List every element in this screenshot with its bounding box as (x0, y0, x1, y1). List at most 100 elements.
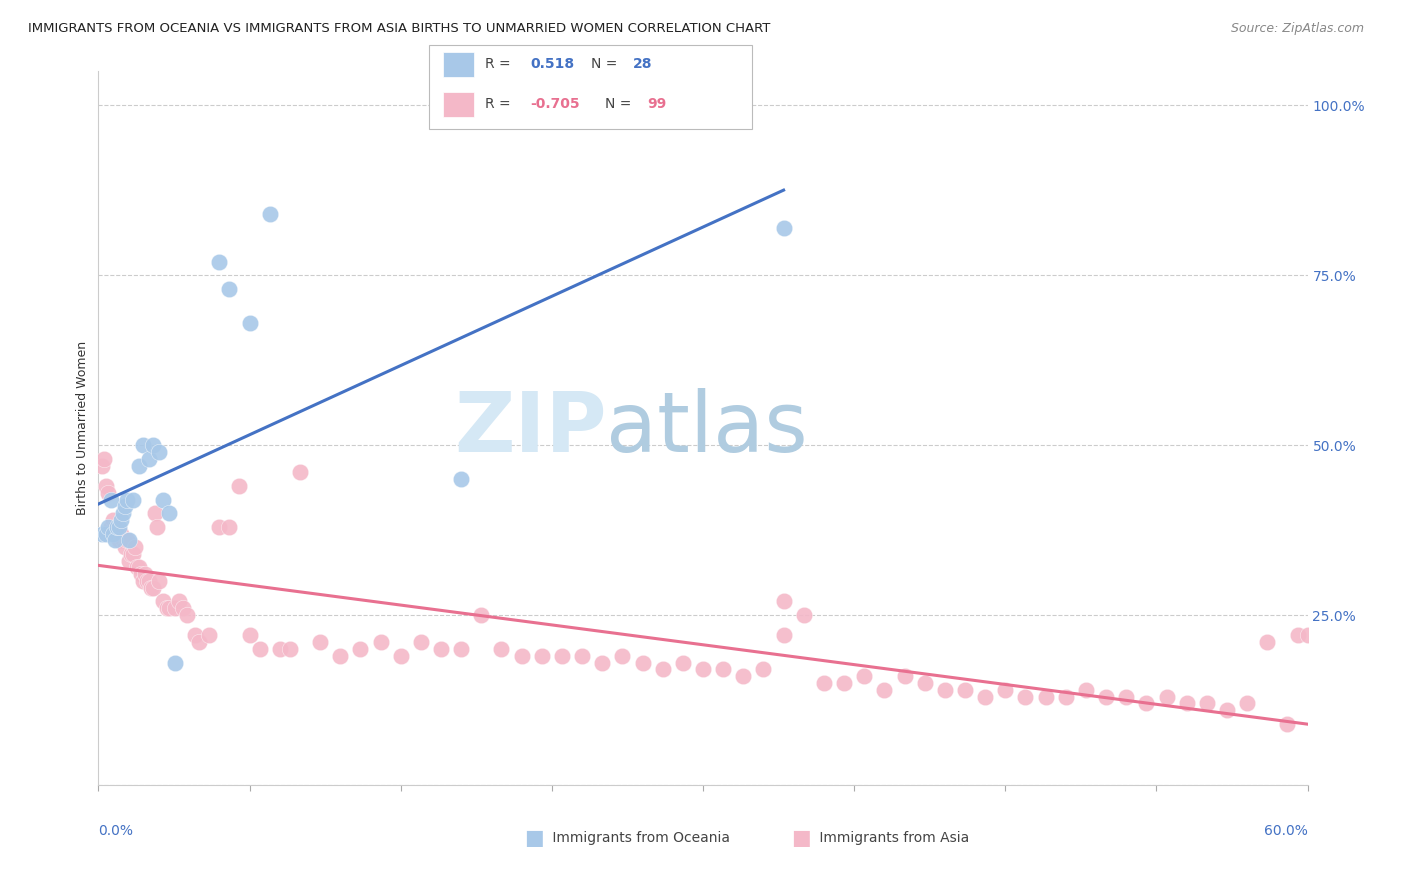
Point (1195, 697, 1218, 711)
Point (934, 682, 956, 697)
Point (114, 540, 136, 554)
Point (914, 676, 936, 690)
Point (184, 628, 207, 642)
Text: Immigrants from Asia: Immigrants from Asia (815, 831, 970, 846)
Point (128, 560, 150, 574)
Point (142, 438, 165, 452)
Point (1035, 690, 1057, 704)
Point (115, 492, 138, 507)
Point (121, 492, 143, 507)
Point (309, 635, 332, 649)
Point (93, 451, 115, 466)
Point (105, 526, 128, 541)
Point (1135, 697, 1157, 711)
Point (107, 519, 129, 533)
Point (228, 479, 250, 493)
Point (1256, 635, 1278, 649)
Point (128, 458, 150, 473)
Point (239, 628, 262, 642)
Point (239, 316, 262, 330)
Point (1014, 690, 1036, 704)
Point (1286, 628, 1309, 642)
Text: IMMIGRANTS FROM OCEANIA VS IMMIGRANTS FROM ASIA BIRTHS TO UNMARRIED WOMEN CORREL: IMMIGRANTS FROM OCEANIA VS IMMIGRANTS FR… (28, 22, 770, 36)
Point (1115, 690, 1137, 704)
Point (692, 662, 714, 676)
Point (974, 690, 997, 704)
Point (157, 506, 180, 520)
Point (105, 519, 128, 533)
Point (138, 574, 160, 588)
Point (121, 547, 143, 561)
Point (142, 581, 165, 595)
Point (772, 594, 794, 608)
Point (329, 648, 352, 663)
Point (132, 438, 155, 452)
Point (143, 506, 166, 520)
Point (114, 500, 136, 514)
Point (198, 628, 221, 642)
Point (491, 642, 513, 657)
Point (450, 472, 472, 486)
Point (97, 485, 120, 500)
Point (1095, 690, 1118, 704)
Point (1054, 690, 1077, 704)
Point (107, 533, 129, 548)
Point (115, 533, 138, 548)
Point (101, 526, 124, 541)
Point (733, 669, 755, 683)
Point (100, 519, 122, 533)
Point (124, 540, 146, 554)
Point (249, 642, 271, 657)
Text: 60.0%: 60.0% (1264, 824, 1308, 838)
Point (288, 466, 311, 480)
Point (110, 526, 132, 541)
Point (832, 676, 855, 690)
Point (470, 608, 492, 623)
Point (551, 648, 574, 663)
Point (129, 567, 152, 582)
Point (1296, 628, 1319, 642)
Point (269, 642, 291, 657)
Text: ZIP: ZIP (454, 388, 606, 468)
Point (176, 608, 198, 623)
Point (1236, 697, 1258, 711)
Point (120, 547, 142, 561)
Point (101, 513, 124, 527)
Point (389, 648, 412, 663)
Point (152, 492, 174, 507)
Point (111, 506, 134, 520)
Point (953, 682, 976, 697)
Point (510, 648, 533, 663)
Text: 0.518: 0.518 (530, 57, 574, 71)
Point (530, 648, 553, 663)
Text: R =: R = (485, 97, 515, 112)
Point (218, 519, 240, 533)
Point (146, 519, 169, 533)
Point (793, 608, 815, 623)
Text: ■: ■ (524, 829, 544, 848)
Text: N =: N = (591, 57, 621, 71)
Point (100, 492, 122, 507)
Point (873, 682, 896, 697)
Point (188, 635, 211, 649)
Point (96, 526, 118, 541)
Point (152, 594, 174, 608)
Point (1277, 716, 1299, 731)
Text: 28: 28 (633, 57, 652, 71)
Point (651, 662, 673, 676)
Text: Immigrants from Oceania: Immigrants from Oceania (548, 831, 730, 846)
Point (103, 533, 125, 548)
Point (96, 479, 118, 493)
Point (118, 554, 141, 568)
Text: atlas: atlas (606, 388, 808, 468)
Point (430, 642, 453, 657)
Text: N =: N = (605, 97, 636, 112)
Point (752, 662, 775, 676)
Point (672, 656, 695, 670)
Point (450, 642, 472, 657)
Point (218, 282, 240, 296)
Point (994, 682, 1017, 697)
Y-axis label: Births to Unmarried Women: Births to Unmarried Women (76, 341, 89, 516)
Point (157, 601, 180, 615)
Point (370, 635, 392, 649)
